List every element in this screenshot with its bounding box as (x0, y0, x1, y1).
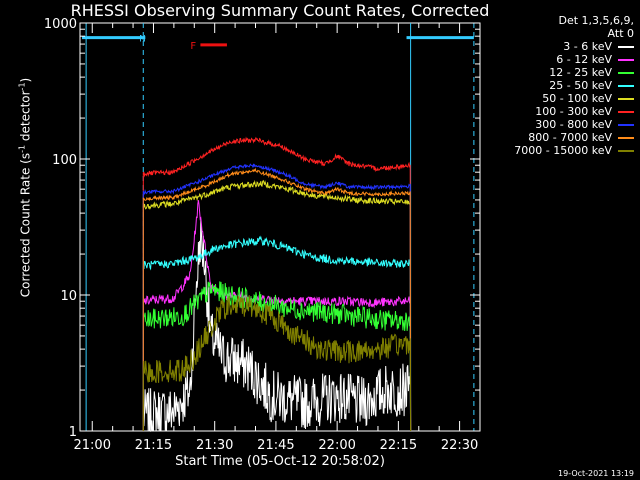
series-50to100keV (142, 179, 412, 432)
legend-swatch (618, 58, 634, 61)
y-axis-label: Corrected Count Rate (s-1 detector-1) (17, 77, 33, 298)
chart-title: RHESSI Observing Summary Count Rates, Co… (70, 1, 490, 20)
series-line (142, 136, 412, 432)
legend-swatch (618, 136, 634, 139)
legend-item: 25 - 50 keV (514, 79, 634, 92)
flare-label: F (190, 41, 196, 52)
legend-item: 12 - 25 keV (514, 66, 634, 79)
x-tick-label: 21:30 (196, 438, 233, 453)
timestamp: 19-Oct-2021 13:19 (558, 469, 634, 478)
legend-swatch (618, 123, 634, 126)
series-12to25keV (142, 281, 412, 432)
legend-item-label: 100 - 300 keV (535, 105, 612, 118)
plot-frame (79, 22, 481, 432)
legend-item-label: 800 - 7000 keV (528, 131, 612, 144)
legend-item: 100 - 300 keV (514, 105, 634, 118)
legend-item-label: 50 - 100 keV (542, 92, 612, 105)
legend-header-line2: Att 0 (607, 27, 634, 40)
plot-border (79, 22, 481, 432)
x-tick-label: 22:15 (380, 438, 417, 453)
legend: Det 1,3,5,6,9, Att 0 3 - 6 keV 6 - 12 keV… (514, 14, 634, 157)
series-6to12keV (142, 200, 412, 432)
legend-swatch (618, 110, 634, 113)
series-line (142, 281, 412, 432)
legend-item-label: 3 - 6 keV (563, 40, 612, 53)
axis-ticks: 1 10 100 1000 21:00 21:15 21:30 21:45 22:00 22:15… (44, 17, 481, 453)
attenuator-markers: NF (82, 23, 475, 431)
series-line (142, 163, 412, 432)
series-25to50keV (142, 235, 412, 432)
legend-item: 50 - 100 keV (514, 92, 634, 105)
legend-item-label: 12 - 25 keV (549, 66, 612, 79)
legend-item-label: 25 - 50 keV (549, 79, 612, 92)
legend-swatch (618, 71, 634, 74)
series-line (142, 295, 412, 432)
legend-swatch (618, 149, 634, 152)
x-tick-label: 22:00 (318, 438, 355, 453)
y-tick-label: 10 (60, 289, 77, 304)
series-3to6keV (142, 218, 412, 433)
y-tick-label: 1 (69, 425, 77, 440)
series-800to7000keV (142, 167, 412, 432)
legend-item: 7000 - 15000 keV (514, 144, 634, 157)
series-line (142, 179, 412, 432)
y-tick-label: 100 (52, 153, 77, 168)
series-line (142, 167, 412, 432)
legend-item-label: 300 - 800 keV (535, 118, 612, 131)
series-300to800keV (142, 163, 412, 432)
legend-item: 300 - 800 keV (514, 118, 634, 131)
x-tick-label: 21:45 (257, 438, 294, 453)
x-axis-label: Start Time (05-Oct-12 20:58:02) (175, 454, 385, 469)
x-tick-label: 22:30 (441, 438, 478, 453)
series-7000to15000keV (142, 295, 412, 432)
night-label: N (139, 35, 146, 45)
legend-item-label: 7000 - 15000 keV (514, 144, 612, 157)
series-group (142, 136, 412, 433)
legend-item: 6 - 12 keV (514, 53, 634, 66)
y-tick-label: 1000 (44, 17, 77, 32)
series-100to300keV (142, 136, 412, 432)
series-line (142, 218, 412, 433)
x-tick-label: 21:00 (74, 438, 111, 453)
legend-header-line1: Det 1,3,5,6,9, (558, 14, 634, 27)
legend-item-label: 6 - 12 keV (556, 53, 612, 66)
legend-swatch (618, 97, 634, 100)
series-line (142, 235, 412, 432)
series-line (142, 200, 412, 432)
legend-swatch (618, 84, 634, 87)
legend-swatch (618, 45, 634, 48)
x-tick-label: 21:15 (135, 438, 172, 453)
legend-item: 800 - 7000 keV (514, 131, 634, 144)
legend-item: 3 - 6 keV (514, 40, 634, 53)
